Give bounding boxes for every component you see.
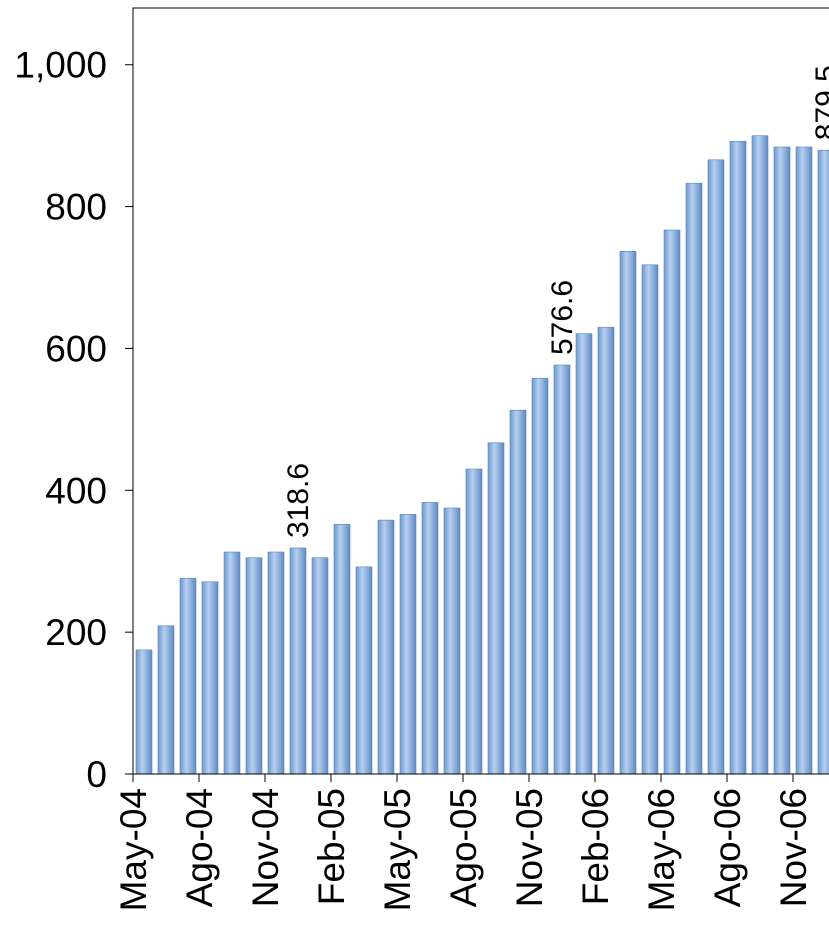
y-tick-label: 0 — [86, 754, 107, 795]
x-tick-label: Feb-05 — [311, 788, 352, 905]
bar-Sep-06 — [751, 135, 769, 775]
bar-Jul-04 — [179, 577, 197, 775]
bar-Feb-05 — [333, 523, 351, 775]
data-label: 879.5 — [810, 65, 829, 140]
bar-Jul-06 — [707, 159, 725, 775]
bar-Ago-05 — [465, 468, 483, 775]
y-tick-label: 800 — [45, 187, 107, 228]
bar-Jun-05 — [421, 502, 439, 775]
bar-Jun-04 — [157, 625, 175, 775]
bar-Ene-06 — [575, 333, 593, 775]
bar-Feb-06 — [597, 326, 615, 775]
x-tick-label: Ago-05 — [443, 788, 484, 907]
bar-May-05 — [399, 514, 417, 775]
bar-Oct-06 — [773, 146, 791, 775]
x-axis: May-04 Ago-04 Nov-04 Feb-05 May-05 Ago-05 Nov-… — [113, 773, 829, 911]
bar-Nov-05 — [531, 377, 549, 775]
y-tick-label: 600 — [45, 328, 107, 369]
bar-Nov-04 — [267, 551, 285, 775]
bar-Ene-05 — [311, 557, 329, 775]
x-tick-label: Nov-04 — [245, 788, 286, 907]
bar-Dic-05 — [553, 364, 571, 775]
x-tick-label: Ago-04 — [179, 788, 220, 907]
bar-Oct-05 — [509, 409, 527, 775]
x-tick-label: Nov-06 — [773, 788, 814, 907]
bar-Abr-06 — [641, 264, 659, 775]
bar-Oct-04 — [245, 557, 263, 775]
bar-Sep-04 — [223, 551, 241, 775]
x-tick-label: Nov-05 — [509, 788, 550, 907]
y-tick-label: 200 — [45, 612, 107, 653]
bar-Mar-05 — [355, 566, 373, 775]
bar-Dic-06 — [817, 149, 829, 775]
bar-Jul-05 — [443, 507, 461, 775]
data-label: 318.6 — [282, 463, 315, 538]
bar-Abr-05 — [377, 519, 395, 775]
x-tick-label: May-06 — [641, 788, 682, 911]
bar-Nov-06 — [795, 146, 813, 775]
bar-Mar-06 — [619, 251, 637, 775]
bars-group — [135, 135, 829, 775]
x-tick-label: Feb-06 — [575, 788, 616, 905]
bar-May-06 — [663, 229, 681, 775]
data-label: 576.6 — [546, 280, 579, 355]
y-tick-label: 1,000 — [14, 45, 107, 86]
y-tick-label: 400 — [45, 470, 107, 511]
x-tick-label: May-04 — [113, 788, 154, 911]
bar-Dic-04 — [289, 547, 307, 775]
x-tick-label: May-05 — [377, 788, 418, 911]
bar-May-04 — [135, 649, 153, 775]
x-tick-label: Ago-06 — [707, 788, 748, 907]
bar-Ago-04 — [201, 581, 219, 775]
bar-Sep-05 — [487, 442, 505, 775]
bar-Ago-06 — [729, 141, 747, 775]
bar-Jun-06 — [685, 182, 703, 775]
y-axis: 0 200 400 600 800 1,000 — [14, 8, 134, 795]
data-labels-group: 318.6 576.6 879.5 — [282, 65, 829, 538]
